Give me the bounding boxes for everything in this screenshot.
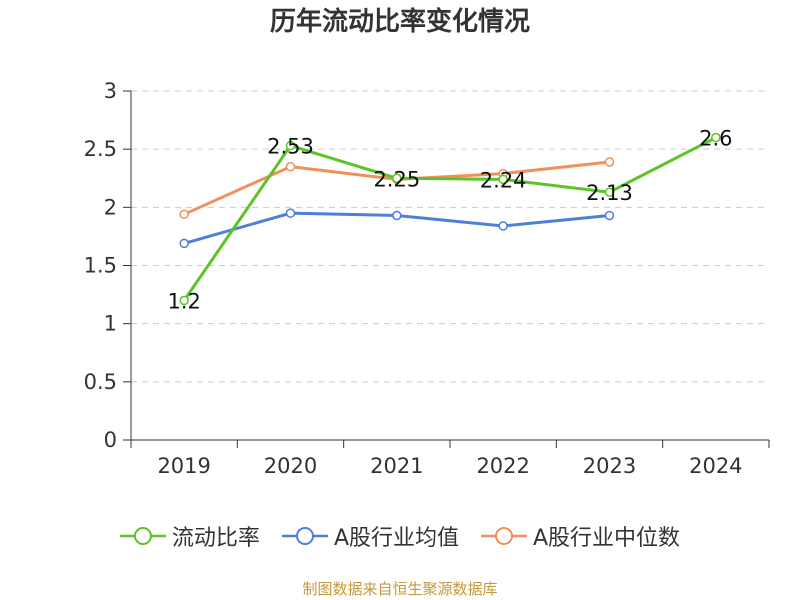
- data-label: 2.13: [586, 181, 633, 205]
- data-point: [604, 187, 615, 197]
- data-point: [392, 210, 402, 221]
- data-point: [179, 209, 189, 220]
- y-tick-label: 2: [104, 195, 117, 219]
- series-line: [182, 136, 717, 302]
- data-point: [498, 221, 508, 231]
- data-point: [179, 238, 189, 249]
- data-label: 2.25: [373, 167, 420, 191]
- y-tick-label: 3: [104, 79, 117, 103]
- legend: 流动比率 A股行业均值 A股行业中位数: [0, 518, 800, 554]
- data-point: [285, 140, 296, 151]
- y-tick-label: 1: [104, 312, 117, 336]
- data-point: [711, 132, 721, 143]
- grid-lines: [131, 90, 769, 383]
- data-label: 2.53: [267, 135, 314, 159]
- data-point: [285, 208, 296, 218]
- x-tick-label: 2020: [264, 454, 317, 478]
- x-tick-label: 2023: [583, 454, 636, 478]
- x-tick-label: 2019: [157, 454, 210, 478]
- legend-label-industry-avg: A股行业均值: [333, 526, 459, 551]
- data-label: 2.6: [699, 127, 732, 151]
- data-point: [604, 157, 615, 167]
- chart-title: 历年流动比率变化情况: [269, 7, 530, 37]
- data-point: [498, 174, 508, 185]
- legend-marker-industry-avg: [281, 527, 328, 545]
- y-tick-label: 2.5: [84, 137, 117, 161]
- x-tick-label: 2024: [689, 454, 742, 478]
- x-tick-label: 2022: [476, 454, 529, 478]
- y-tick-label: 0.5: [84, 370, 117, 394]
- legend-item-industry-avg[interactable]: A股行业均值: [281, 520, 459, 552]
- legend-marker-industry-median: [481, 527, 527, 545]
- data-point: [392, 173, 402, 183]
- series-lines: [179, 132, 721, 306]
- data-labels: 1.2 2.53 2.25 2.24 2.13 2.6: [167, 127, 732, 314]
- y-tick-label: 0: [104, 428, 117, 452]
- data-label: 2.24: [480, 168, 527, 192]
- data-label: 1.2: [167, 289, 200, 313]
- legend-item-current-ratio[interactable]: 流动比率: [119, 520, 260, 552]
- x-tick-label: 2021: [370, 454, 423, 478]
- data-point: [604, 210, 615, 221]
- y-tick-label: 1.5: [84, 254, 117, 278]
- legend-label-industry-median: A股行业中位数: [533, 526, 681, 551]
- data-point: [179, 295, 189, 306]
- legend-item-industry-median[interactable]: A股行业中位数: [481, 520, 680, 552]
- data-point: [285, 161, 296, 172]
- legend-marker-current-ratio: [119, 527, 166, 545]
- legend-label-current-ratio: 流动比率: [171, 526, 260, 551]
- source-note: 制图数据来自恒生聚源数据库: [302, 580, 498, 598]
